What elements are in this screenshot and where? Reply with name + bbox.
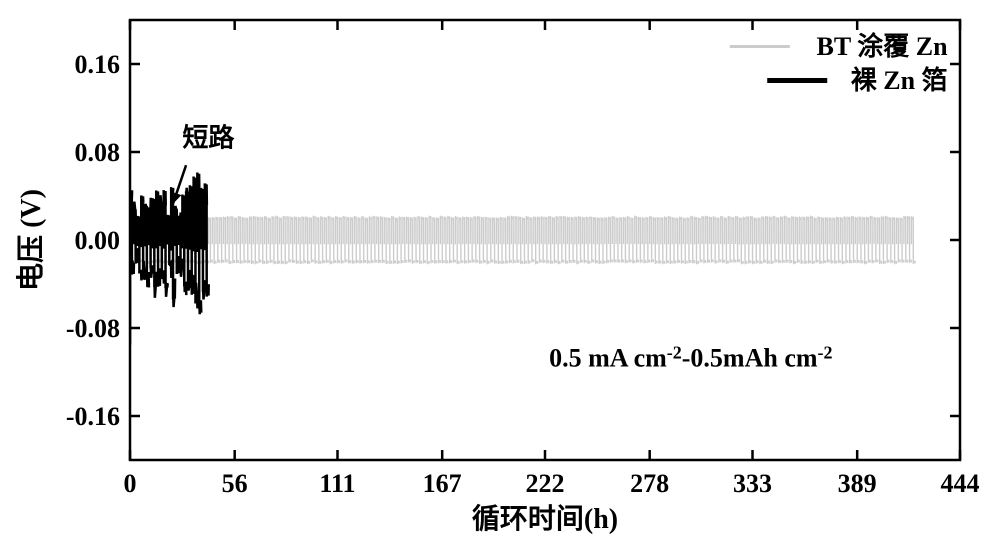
y-tick-label: 0.08 <box>75 138 121 167</box>
x-tick-label: 278 <box>630 469 669 498</box>
chart-container: 0 56 111 167 222 278 333 389 444 -0.16 -0.08 0.00 0.… <box>0 0 1000 546</box>
x-tick-label: 56 <box>222 469 248 498</box>
legend-label: 裸 Zn 箔 <box>851 65 948 95</box>
x-tick-label: 167 <box>423 469 462 498</box>
x-tick-label: 444 <box>941 469 980 498</box>
series-bt-zn <box>134 216 915 265</box>
x-tick-label: 333 <box>733 469 772 498</box>
chart-svg: 0 56 111 167 222 278 333 389 444 -0.16 -0.08 0.00 0.… <box>0 0 1000 546</box>
y-tick-label: 0.00 <box>75 226 121 255</box>
legend-label: BT 涂覆 Zn <box>817 31 949 61</box>
condition-text: 0.5 mA cm-2-0.5mAh cm-2 <box>549 343 832 373</box>
y-tick-label: 0.16 <box>75 50 121 79</box>
x-tick-label: 222 <box>526 469 565 498</box>
short-circuit-label: 短路 <box>182 123 235 153</box>
x-axis-label: 循环时间(h) <box>472 503 618 535</box>
y-axis-label: 电压 (V) <box>15 189 47 291</box>
x-tick-label: 111 <box>319 469 355 498</box>
y-tick-label: -0.08 <box>66 314 120 343</box>
y-tick-label: -0.16 <box>66 402 120 431</box>
x-tick-label: 389 <box>838 469 877 498</box>
x-tick-label: 0 <box>124 469 137 498</box>
